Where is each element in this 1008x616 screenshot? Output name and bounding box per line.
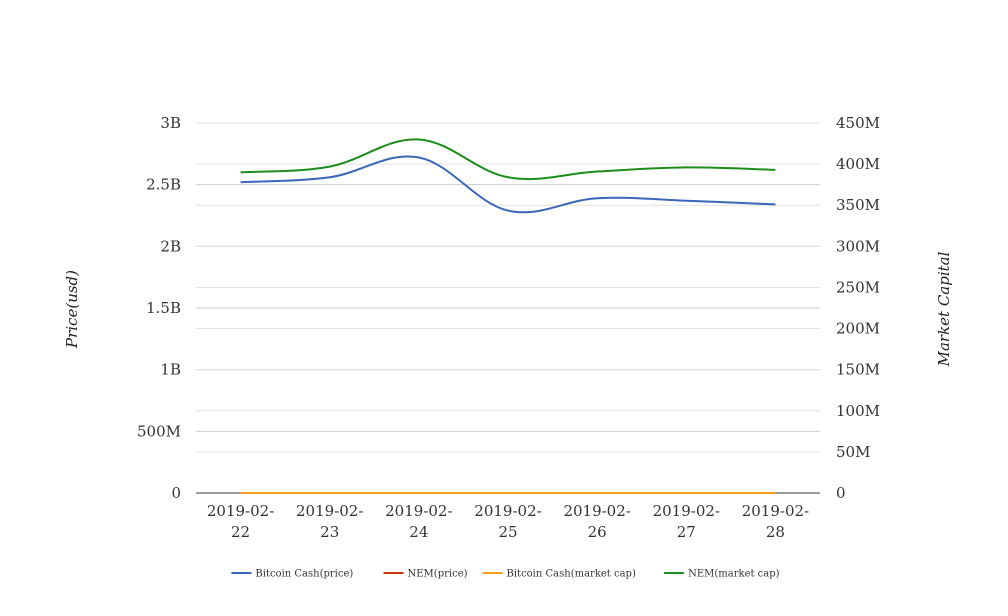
x-tick-label: 2019-02-22: [207, 502, 274, 541]
y-tick-label: 500M: [137, 422, 181, 440]
y2-tick-label: 100M: [836, 402, 880, 420]
legend-label-bitcoin-cash-market-cap[interactable]: Bitcoin Cash(market cap): [507, 569, 636, 580]
legend-label-nem-price[interactable]: NEM(price): [408, 569, 468, 580]
series-line-bitcoin-cash-price: [240, 155, 776, 214]
y2-tick-label: 450M: [836, 114, 880, 132]
y2-tick-label: 0: [836, 484, 846, 502]
y2-axis-title: Market Capital: [935, 251, 953, 367]
y-tick-label: 3B: [160, 114, 181, 132]
y2-tick-label: 150M: [836, 361, 880, 379]
y-tick-label: 1.5B: [146, 299, 181, 317]
y2-tick-label: 50M: [836, 443, 870, 461]
x-tick-label: 2019-02-27: [653, 502, 720, 541]
y2-tick-label: 300M: [836, 237, 880, 255]
y2-tick-label: 200M: [836, 320, 880, 338]
y-axis-title: Price(usd): [63, 270, 81, 349]
left-axis-ticks: 0 500M 1B 1.5B 2B 2.5B 3B: [137, 114, 181, 502]
x-tick-label: 2019-02-26: [563, 502, 630, 541]
y-tick-label: 2.5B: [146, 176, 181, 194]
y-tick-label: 0: [171, 484, 181, 502]
legend: Bitcoin Cash(price) NEM(price) Bitcoin Cas…: [231, 569, 780, 580]
x-tick-label: 2019-02-24: [385, 502, 452, 541]
y2-tick-label: 250M: [836, 278, 880, 296]
x-tick-label: 2019-02-28: [742, 502, 809, 541]
series-line-nem-market-cap: [240, 138, 776, 181]
legend-label-bitcoin-cash-price[interactable]: Bitcoin Cash(price): [255, 569, 353, 580]
x-axis-ticks: 2019-02-22 2019-02-23 2019-02-24 2019-02-25…: [207, 502, 809, 541]
x-tick-label: 2019-02-25: [474, 502, 541, 541]
y2-tick-label: 350M: [836, 196, 880, 214]
grid-lines: [196, 122, 820, 494]
right-axis-ticks: 0 50M 100M 150M 200M 250M 300M 350M 400M 450M: [836, 114, 880, 502]
y-tick-label: 2B: [160, 237, 181, 255]
y-tick-label: 1B: [160, 361, 181, 379]
series-lines: [240, 138, 776, 495]
legend-label-nem-market-cap[interactable]: NEM(market cap): [688, 569, 780, 580]
y2-tick-label: 400M: [836, 155, 880, 173]
x-tick-label: 2019-02-23: [296, 502, 363, 541]
